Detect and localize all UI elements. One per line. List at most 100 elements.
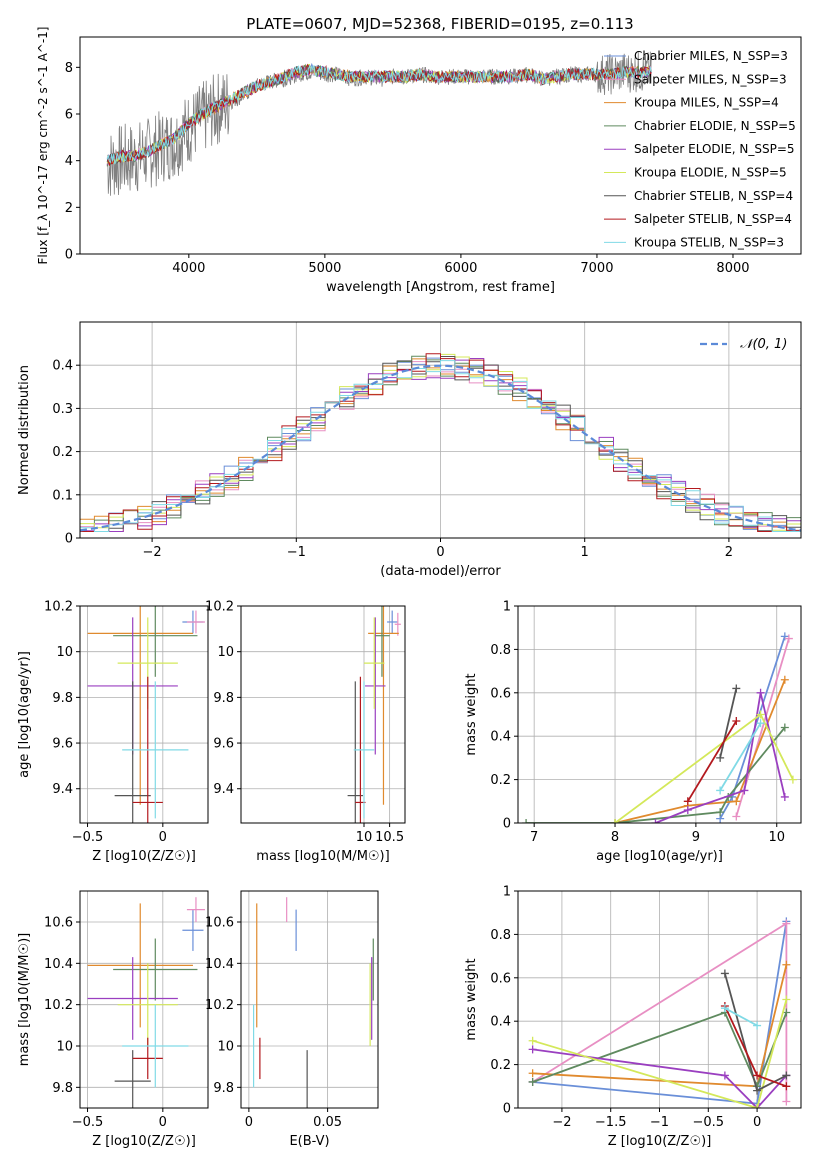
y-tick-label: 0.4	[490, 730, 511, 745]
y-tick-label: 9.4	[213, 782, 234, 797]
x-tick-label: −1	[650, 1115, 669, 1130]
y-tick-label: 9.4	[52, 782, 73, 797]
y-axis-label: age [log10(age/yr)]	[17, 651, 32, 778]
weight-marker	[780, 632, 789, 641]
weight-marker	[740, 786, 749, 795]
x-tick-label: 10	[768, 830, 785, 845]
x-tick-label: 0	[245, 1115, 253, 1130]
y-tick-label: 9.6	[213, 737, 234, 752]
age-vs-mass-marks	[347, 606, 401, 823]
legend-label: Kroupa MILES, N_SSP=4	[634, 96, 779, 110]
y-tick-label: 9.8	[52, 691, 73, 706]
mass-vs-ebv-panel: 0 0.05 9.8 10 10.2 10.4 10.6 E(B-V)	[205, 890, 379, 1149]
figure-title: PLATE=0607, MJD=52368, FIBERID=0195, z=0…	[246, 15, 633, 33]
y-tick-label: 0	[503, 817, 511, 832]
y-tick-label: 9.8	[213, 691, 234, 706]
weight-line	[532, 1011, 788, 1089]
x-axis-label: Z [log10(Z/Z☉)]	[92, 1134, 196, 1149]
y-tick-label: 0.6	[490, 686, 511, 701]
weight-marker	[732, 717, 741, 726]
y-tick-label: 8	[65, 61, 73, 76]
x-tick-label: 8	[611, 830, 619, 845]
weight-line	[719, 636, 786, 820]
y-tick-label: 0.2	[490, 1058, 511, 1073]
y-tick-label: 10.2	[44, 600, 73, 615]
age-vs-metallicity-panel: −0.5 0 9.4 9.6 9.8 10 10.2 Z [log10(Z/Z☉)] age […	[17, 600, 209, 864]
weight-marker	[753, 1071, 762, 1080]
weight-marker	[732, 812, 741, 821]
y-axis-label: mass [log10(M/M☉)]	[17, 933, 32, 1066]
weight-marker	[528, 1045, 537, 1054]
y-tick-label: 10.4	[205, 957, 234, 972]
weight-marker	[683, 797, 692, 806]
mass-weight-vs-metallicity-panel: −2 −1.5 −1 −0.5 0 0 0.2 0.4 0.6 0.8 1 Z [log10(Z/Z☉…	[464, 885, 802, 1149]
y-tick-label: 0.8	[490, 643, 511, 658]
model-spectrum-line	[106, 64, 652, 165]
x-tick-label: 9	[692, 830, 700, 845]
age-vs-metallicity-frame	[79, 605, 209, 824]
x-tick-label: −2	[143, 545, 162, 560]
y-tick-label: 10.4	[44, 957, 73, 972]
y-tick-label: 0.2	[490, 773, 511, 788]
y-tick-label: 10	[56, 1040, 73, 1055]
weight-line	[724, 1005, 787, 1088]
y-tick-label: 0.8	[490, 928, 511, 943]
weight-marker	[528, 1077, 537, 1086]
y-tick-label: 10.6	[44, 916, 73, 931]
weight-marker	[732, 684, 741, 693]
x-tick-label: −0.5	[72, 830, 104, 845]
legend-label: Kroupa STELIB, N_SSP=3	[634, 235, 784, 249]
legend-label: 𝒩(0, 1)	[740, 337, 787, 352]
x-tick-label: 0	[753, 1115, 761, 1130]
weight-marker	[753, 1021, 762, 1030]
y-tick-label: 9.6	[52, 737, 73, 752]
y-tick-label: 9.8	[213, 1081, 234, 1096]
x-tick-label: 1	[581, 545, 589, 560]
weight-line	[614, 713, 794, 823]
age-vs-mass-frame	[240, 605, 406, 824]
x-tick-label: 6000	[444, 261, 477, 276]
y-tick-label: 10.6	[205, 916, 234, 931]
x-tick-label: 8000	[716, 261, 749, 276]
y-tick-label: 9.8	[52, 1081, 73, 1096]
y-tick-label: 0.2	[52, 445, 73, 460]
y-axis-label: mass weight	[464, 673, 479, 755]
weight-line	[687, 720, 738, 802]
y-tick-label: 0.6	[490, 971, 511, 986]
legend-label: Chabrier STELIB, N_SSP=4	[634, 189, 793, 203]
weight-marker	[720, 969, 729, 978]
weight-marker	[782, 919, 791, 928]
mass-vs-metallicity-marks	[87, 897, 205, 1108]
weight-marker	[651, 819, 660, 823]
x-tick-label: 0	[159, 1115, 167, 1130]
weight-marker	[780, 675, 789, 684]
weight-marker	[753, 1104, 762, 1108]
weight-line	[532, 999, 788, 1108]
y-tick-label: 4	[65, 154, 73, 169]
y-tick-label: 0	[65, 532, 73, 547]
y-tick-label: 2	[65, 201, 73, 216]
x-axis-label: Z [log10(Z/Z☉)]	[92, 849, 196, 864]
weight-marker	[611, 819, 620, 823]
x-axis-label: mass [log10(M/M☉)]	[256, 849, 389, 864]
legend-label: Salpeter ELODIE, N_SSP=5	[634, 142, 795, 156]
x-axis-label: age [log10(age/yr)]	[596, 849, 723, 864]
mass-weight-vs-age-panel: 7 8 9 10 0 0.2 0.4 0.6 0.8 1 age [log10(age/yr)] ma…	[464, 600, 802, 864]
y-tick-label: 0.4	[490, 1015, 511, 1030]
weight-marker	[720, 1004, 729, 1013]
y-tick-label: 10.2	[205, 998, 234, 1013]
x-axis-label: E(B-V)	[289, 1134, 329, 1149]
y-tick-label: 0	[503, 1102, 511, 1117]
weight-marker	[784, 634, 793, 643]
x-tick-label: 10	[356, 830, 373, 845]
x-tick-label: −0.5	[72, 1115, 104, 1130]
y-axis-label: mass weight	[464, 958, 479, 1040]
model-spectrum-line	[107, 63, 652, 166]
mass-weight-vs-age-frame	[517, 605, 802, 824]
weight-marker	[756, 710, 765, 719]
x-tick-label: 0	[159, 830, 167, 845]
y-tick-label: 0.3	[52, 402, 73, 417]
x-axis-label: Z [log10(Z/Z☉)]	[608, 1134, 712, 1149]
weight-marker	[782, 995, 791, 1004]
